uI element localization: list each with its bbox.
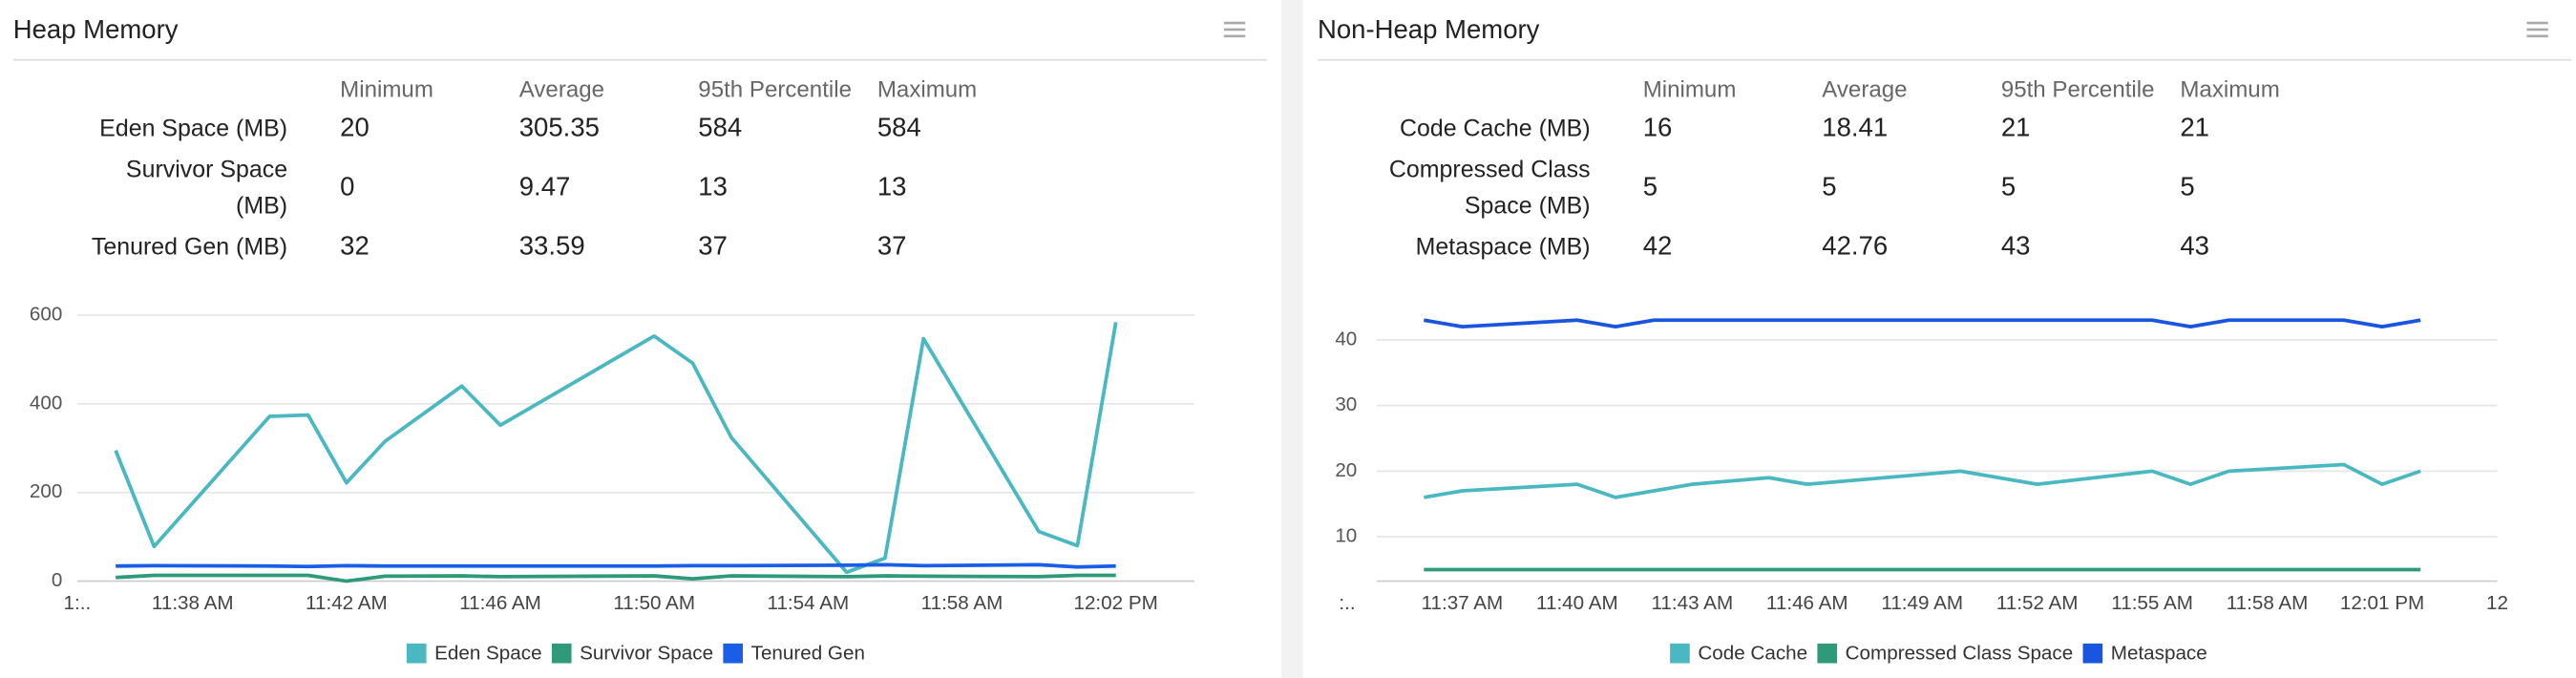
cell-value: 305.35	[518, 115, 600, 143]
x-tick-label: 11:42 AM	[306, 592, 388, 614]
x-tick-label: 11:50 AM	[613, 592, 695, 614]
x-tick-label: 11:46 AM	[1766, 592, 1848, 614]
cell-value: 37	[698, 233, 728, 262]
legend-label: Tenured Gen	[751, 643, 865, 665]
x-tick-label: 11:58 AM	[921, 592, 1003, 614]
x-tick-label: 11:46 AM	[459, 592, 541, 614]
series-line	[116, 562, 1116, 569]
column-header: Average	[1822, 75, 1908, 102]
y-tick-label: 30	[1335, 393, 1357, 415]
legend-swatch	[2082, 643, 2103, 664]
menu-icon[interactable]	[1223, 21, 1246, 38]
panel-title: Heap Memory	[13, 14, 179, 44]
x-tick-label: 11:43 AM	[1651, 592, 1733, 614]
x-tick-label: 11:58 AM	[2227, 592, 2309, 614]
legend-label: Survivor Space	[580, 643, 713, 665]
y-tick-label: 400	[30, 392, 62, 413]
series-line	[114, 322, 1118, 575]
series-line	[1424, 318, 2421, 328]
legend-swatch	[1817, 643, 1838, 664]
cell-value: 13	[698, 174, 728, 202]
legend: Eden Space Survivor Space Tenured Gen	[406, 643, 865, 665]
cell-value: 13	[876, 174, 907, 202]
row-label: Compressed Class Space (MB)	[1388, 158, 1591, 221]
stats-table: Minimum Average 95th Percentile Maximum Eden…	[82, 71, 1056, 271]
stats-table: Minimum Average 95th Percentile Maximum Code…	[1385, 71, 2359, 271]
cell-value: 584	[698, 115, 743, 143]
cell-value: 32	[340, 233, 370, 262]
cell-value: 42	[1642, 233, 1673, 262]
legend-swatch	[551, 643, 572, 664]
y-tick-label: 40	[1335, 328, 1357, 350]
x-tick-label: 11:49 AM	[1881, 592, 1963, 614]
panel-title: Non-Heap Memory	[1318, 14, 1540, 44]
y-tick-label: 20	[1335, 459, 1357, 481]
column-header: 95th Percentile	[698, 75, 853, 102]
cell-value: 21	[2000, 115, 2031, 143]
column-header: Average	[518, 75, 605, 102]
legend-swatch	[1670, 643, 1690, 664]
cell-value: 5	[1642, 174, 1658, 202]
x-tick-label: 11:55 AM	[2111, 592, 2193, 614]
cell-value: 33.59	[518, 233, 585, 262]
cell-value: 16	[1642, 115, 1673, 143]
y-tick-label: 600	[30, 304, 62, 326]
x-tick-label: 12:02 PM	[1073, 592, 1157, 614]
legend-label: Compressed Class Space	[1846, 643, 2074, 665]
menu-icon[interactable]	[2526, 21, 2548, 38]
column-header: 95th Percentile	[2000, 75, 2155, 102]
column-header: Maximum	[876, 75, 978, 102]
cell-value: 584	[876, 115, 921, 143]
x-tick-label: 12	[2486, 592, 2508, 614]
y-tick-label: 200	[30, 480, 62, 502]
cell-value: 5	[1822, 174, 1837, 202]
row-label: Eden Space (MB)	[99, 117, 288, 143]
cell-value: 42.76	[1822, 233, 1889, 262]
y-tick-label: 10	[1335, 525, 1357, 547]
x-tick-label: 11:54 AM	[768, 592, 850, 614]
cell-value: 43	[2180, 233, 2209, 262]
row-label: Code Cache (MB)	[1399, 117, 1591, 143]
x-tick-label: 11:38 AM	[152, 592, 234, 614]
column-header: Minimum	[1642, 75, 1737, 102]
series-line	[116, 573, 1116, 583]
row-label: Metaspace (MB)	[1415, 234, 1591, 262]
cell-value: 20	[340, 115, 370, 143]
column-header: Maximum	[2180, 75, 2280, 102]
x-tick-label: 1:..	[64, 592, 92, 614]
x-tick-label: 12:01 PM	[2340, 592, 2424, 614]
cell-value: 0	[340, 174, 355, 202]
cell-value: 5	[2000, 174, 2016, 202]
series-line	[1424, 462, 2421, 499]
panel-gap	[1281, 0, 1303, 678]
cell-value: 9.47	[518, 174, 571, 202]
legend-label: Code Cache	[1698, 643, 1807, 665]
x-tick-label: 11:40 AM	[1536, 592, 1618, 614]
legend-label: Metaspace	[2111, 643, 2207, 665]
row-label: Survivor Space (MB)	[125, 158, 288, 221]
x-tick-label: 11:52 AM	[1996, 592, 2079, 614]
x-tick-label: 11:37 AM	[1422, 592, 1504, 614]
row-label: Tenured Gen (MB)	[91, 234, 288, 262]
cell-value: 21	[2180, 115, 2209, 143]
legend: Code Cache Compressed Class Space Metaspac…	[1670, 643, 2207, 665]
cell-value: 37	[876, 233, 907, 262]
cell-value: 18.41	[1822, 115, 1889, 143]
legend-swatch	[406, 643, 427, 664]
legend-swatch	[723, 643, 744, 664]
column-header: Minimum	[340, 75, 433, 102]
x-tick-label: :..	[1339, 592, 1355, 614]
cell-value: 5	[2180, 174, 2195, 202]
cell-value: 43	[2000, 233, 2031, 262]
legend-label: Eden Space	[434, 643, 541, 665]
y-tick-label: 0	[52, 569, 62, 591]
